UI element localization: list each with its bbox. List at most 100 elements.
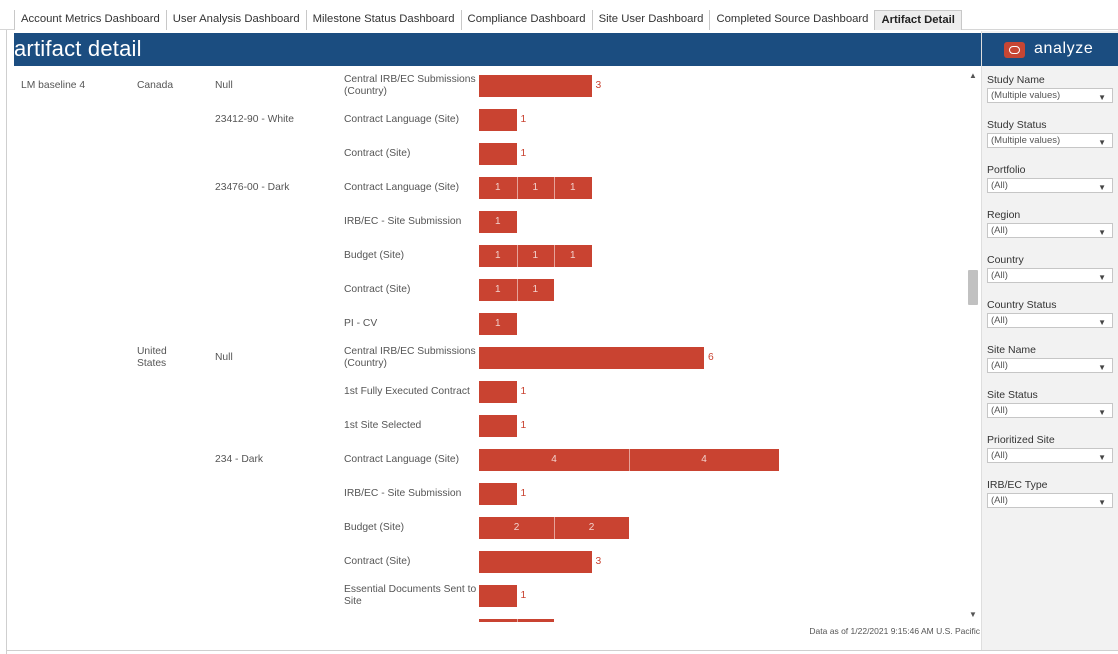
country-name: Canada xyxy=(137,80,174,91)
portfolio-dropdown[interactable]: (All) ▼ xyxy=(987,178,1113,193)
country-name: United States xyxy=(137,346,167,369)
bar[interactable]: 1 1 1 xyxy=(479,245,592,267)
bar-segment-label: 1 xyxy=(532,182,539,193)
bar-segment-label: 1 xyxy=(569,250,576,261)
bar[interactable]: 1 xyxy=(479,211,517,233)
page-title: artifact detail xyxy=(14,36,142,61)
bar[interactable]: 11 xyxy=(479,619,554,622)
site-name: Null xyxy=(215,80,233,91)
irb-ec-type-dropdown[interactable]: (All) ▼ xyxy=(987,493,1113,508)
bar[interactable] xyxy=(479,347,704,369)
bar[interactable]: 1 1 1 xyxy=(479,177,592,199)
bar-segment-divider xyxy=(554,517,555,539)
region-dropdown[interactable]: (All) ▼ xyxy=(987,223,1113,238)
filter-prioritized-site: Prioritized Site (All) ▼ xyxy=(987,434,1113,463)
filter-value: (All) xyxy=(991,360,1008,371)
artifact-name: Budget (Site) xyxy=(344,522,405,533)
artifact-name: Contract Language (Site) xyxy=(344,114,460,125)
study-name: LM baseline 4 xyxy=(21,80,86,91)
bar[interactable] xyxy=(479,551,592,573)
filter-country-status: Country Status (All) ▼ xyxy=(987,299,1113,328)
filter-portfolio: Portfolio (All) ▼ xyxy=(987,164,1113,193)
site-name: 23476-00 - Dark xyxy=(215,182,290,193)
bar-segment-divider xyxy=(516,619,518,622)
bar-segment-label: 1 xyxy=(532,250,539,261)
filter-label: Prioritized Site xyxy=(987,434,1055,446)
bar-segment-label: 1 xyxy=(517,619,555,622)
bar-total-label: 1 xyxy=(520,590,527,601)
tab-artifact-detail[interactable]: Artifact Detail xyxy=(874,10,962,30)
filter-label: Study Name xyxy=(987,74,1045,86)
filter-label: Region xyxy=(987,209,1021,221)
chevron-down-icon: ▼ xyxy=(1098,273,1106,282)
tab-bar: Account Metrics Dashboard User Analysis D… xyxy=(0,0,1118,30)
filter-study-status: Study Status (Multiple values) ▼ xyxy=(987,119,1113,148)
frame-border-bottom xyxy=(6,650,1118,651)
artifact-name: Contract (Site) xyxy=(344,284,411,295)
filter-label: Portfolio xyxy=(987,164,1026,176)
scroll-up-icon[interactable]: ▲ xyxy=(969,71,977,80)
tab-account-metrics-dashboard[interactable]: Account Metrics Dashboard xyxy=(14,10,166,30)
scrollbar-thumb[interactable] xyxy=(968,270,978,305)
bar-segment-label: 1 xyxy=(494,284,501,295)
artifact-name: 1st Site Selected xyxy=(344,420,422,431)
filter-value: (All) xyxy=(991,405,1008,416)
bar-segment-label: 4 xyxy=(551,454,557,465)
artifact-name: Central IRB/EC Submissions (Country) xyxy=(344,346,476,369)
prioritized-site-dropdown[interactable]: (All) ▼ xyxy=(987,448,1113,463)
bar-segment-divider xyxy=(554,245,555,267)
chevron-down-icon: ▼ xyxy=(1098,453,1106,462)
bar-total-label: 3 xyxy=(595,80,602,91)
tab-site-user-dashboard[interactable]: Site User Dashboard xyxy=(591,10,710,30)
bar[interactable] xyxy=(479,415,517,437)
site-name: 234 - Dark xyxy=(215,454,264,465)
artifact-name: Budget (Site) xyxy=(344,250,405,261)
chevron-down-icon: ▼ xyxy=(1098,318,1106,327)
bar[interactable]: 1 xyxy=(479,313,517,335)
country-dropdown[interactable]: (All) ▼ xyxy=(987,268,1113,283)
filter-country: Country (All) ▼ xyxy=(987,254,1113,283)
artifact-name: Contract (Site) xyxy=(344,148,411,159)
artifact-name: 1st Fully Executed Contract xyxy=(344,386,470,397)
scroll-down-icon[interactable]: ▼ xyxy=(969,610,977,619)
vertical-scrollbar[interactable]: ▲ ▼ xyxy=(966,70,980,621)
bar[interactable] xyxy=(479,483,517,505)
artifact-name: Contract (Site) xyxy=(344,556,411,567)
bar-segment-label: 1 xyxy=(569,182,576,193)
site-status-dropdown[interactable]: (All) ▼ xyxy=(987,403,1113,418)
tab-user-analysis-dashboard[interactable]: User Analysis Dashboard xyxy=(165,10,306,30)
bar-segment-label: 4 xyxy=(701,454,707,465)
bar[interactable] xyxy=(479,75,592,97)
filter-label: Country xyxy=(987,254,1024,266)
study-name-dropdown[interactable]: (Multiple values) ▼ xyxy=(987,88,1113,103)
bar[interactable] xyxy=(479,381,517,403)
study-status-dropdown[interactable]: (Multiple values) ▼ xyxy=(987,133,1113,148)
filter-site-status: Site Status (All) ▼ xyxy=(987,389,1113,418)
site-name-dropdown[interactable]: (All) ▼ xyxy=(987,358,1113,373)
chevron-down-icon: ▼ xyxy=(1098,498,1106,507)
tab-compliance-dashboard[interactable]: Compliance Dashboard xyxy=(460,10,592,30)
bar-segment-label: 1 xyxy=(494,250,501,261)
filter-label: Country Status xyxy=(987,299,1057,311)
chevron-down-icon: ▼ xyxy=(1098,363,1106,372)
page-header: artifact detail xyxy=(14,33,981,66)
tab-milestone-status-dashboard[interactable]: Milestone Status Dashboard xyxy=(305,10,461,30)
bar-segment-label: 1 xyxy=(494,182,501,193)
bar[interactable] xyxy=(479,585,517,607)
bar-segment-label: 2 xyxy=(588,522,595,533)
filter-label: Site Status xyxy=(987,389,1038,401)
bar[interactable] xyxy=(479,143,517,165)
bar[interactable] xyxy=(479,109,517,131)
brand-header: analyze xyxy=(982,33,1118,66)
dashboard-tabs: Account Metrics Dashboard User Analysis D… xyxy=(14,10,962,30)
filter-value: (All) xyxy=(991,315,1008,326)
country-status-dropdown[interactable]: (All) ▼ xyxy=(987,313,1113,328)
artifact-chart: LM baseline 4 Canada Null Central IRB/EC Su… xyxy=(14,66,966,622)
bar-total-label: 3 xyxy=(595,556,602,567)
bar-total-label: 1 xyxy=(520,488,527,499)
tab-completed-source-dashboard[interactable]: Completed Source Dashboard xyxy=(709,10,875,30)
filter-value: (All) xyxy=(991,180,1008,191)
